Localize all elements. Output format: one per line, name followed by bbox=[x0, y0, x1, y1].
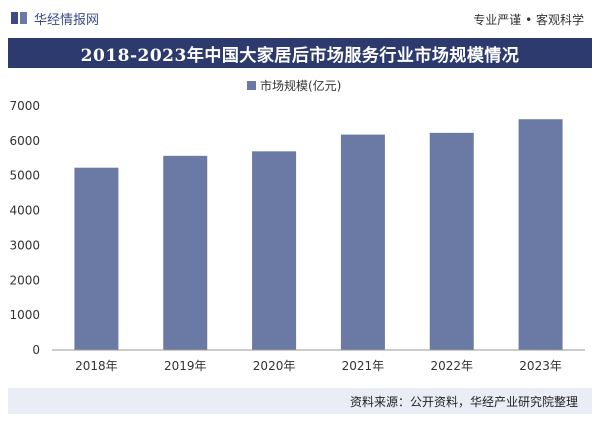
y-axis: 0 1000 2000 3000 4000 5000 6000 7000 bbox=[9, 99, 40, 357]
bar bbox=[74, 167, 119, 350]
legend-swatch bbox=[247, 81, 256, 90]
footer: 资料来源：公开资料，华经产业研究院整理 bbox=[8, 388, 592, 414]
bar bbox=[340, 134, 385, 350]
y-tick-label: 3000 bbox=[9, 238, 40, 252]
legend: 市场规模(亿元) bbox=[247, 78, 341, 93]
y-tick-label: 5000 bbox=[9, 169, 40, 183]
y-tick-label: 2000 bbox=[9, 273, 40, 287]
bars bbox=[74, 119, 563, 350]
logo-text: 华经情报网 bbox=[34, 12, 100, 28]
title-bar: 2018-2023年中国大家居后市场服务行业市场规模情况 bbox=[8, 38, 592, 68]
logo: 华经情报网 bbox=[10, 8, 99, 28]
bar bbox=[163, 155, 208, 350]
logo-icon bbox=[11, 12, 27, 24]
x-tick-label: 2023年 bbox=[519, 359, 562, 373]
y-tick-label: 7000 bbox=[9, 99, 40, 113]
x-tick-label: 2022年 bbox=[430, 359, 473, 373]
x-tick-label: 2020年 bbox=[253, 359, 296, 373]
y-tick-label: 1000 bbox=[9, 308, 40, 322]
bar bbox=[252, 151, 297, 350]
x-tick-label: 2019年 bbox=[164, 359, 207, 373]
chart-area: 市场规模(亿元) 0 1000 2000 3000 4000 5000 6000 7000 2… bbox=[0, 68, 600, 386]
x-tick-label: 2018年 bbox=[75, 359, 118, 373]
header: 华经情报网 专业严谨 • 客观科学 bbox=[0, 0, 600, 38]
y-tick-label: 6000 bbox=[9, 134, 40, 148]
slogan: 专业严谨 • 客观科学 bbox=[473, 13, 584, 27]
x-tick-label: 2021年 bbox=[342, 359, 385, 373]
legend-label: 市场规模(亿元) bbox=[260, 78, 341, 93]
source-note: 资料来源：公开资料，华经产业研究院整理 bbox=[349, 394, 578, 409]
y-tick-label: 4000 bbox=[9, 204, 40, 218]
y-tick-label: 0 bbox=[32, 343, 40, 357]
x-axis: 2018年 2019年 2020年 2021年 2022年 2023年 bbox=[52, 349, 585, 373]
bar bbox=[518, 119, 563, 350]
chart-title: 2018-2023年中国大家居后市场服务行业市场规模情况 bbox=[80, 45, 520, 66]
bar bbox=[429, 132, 474, 350]
bar-chart: 市场规模(亿元) 0 1000 2000 3000 4000 5000 6000 7000 2… bbox=[9, 78, 585, 373]
